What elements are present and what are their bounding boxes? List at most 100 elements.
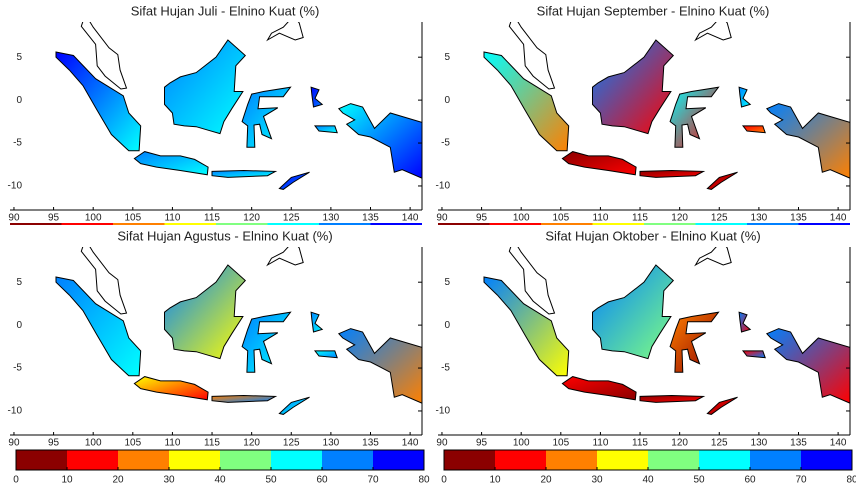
colorbar-label: 0 [13, 475, 19, 486]
map-panel: Sifat Hujan September - Elnino Kuat (%) 5… [436, 3, 851, 225]
y-tick-label: 0 [16, 95, 22, 106]
x-tick-label: 140 [830, 438, 847, 449]
y-tick-label: -10 [436, 406, 451, 417]
x-tick-label: 90 [436, 213, 448, 224]
colorbar-strip [489, 223, 541, 225]
colorbar-swatch [16, 450, 67, 470]
colorbar-strip [216, 223, 268, 225]
x-tick-label: 125 [711, 213, 728, 224]
island [765, 328, 850, 404]
y-tick-label: -10 [8, 406, 23, 417]
y-tick-label: -5 [13, 138, 22, 149]
colorbar-strip [438, 223, 490, 225]
y-tick-label: -5 [441, 363, 450, 374]
island [55, 51, 142, 152]
x-tick-label: 105 [124, 438, 141, 449]
map-area [483, 247, 850, 415]
x-tick-label: 140 [402, 213, 419, 224]
map-area [483, 22, 850, 190]
colorbar-label: 50 [265, 475, 277, 486]
island [639, 394, 706, 403]
x-tick-label: 125 [283, 213, 300, 224]
x-tick-label: 110 [164, 438, 180, 449]
island [669, 86, 720, 148]
colorbar-strip [541, 223, 593, 225]
x-tick-label: 110 [164, 213, 180, 224]
colorbar-label: 60 [744, 475, 756, 486]
x-tick-label: 100 [513, 213, 530, 224]
island [741, 125, 766, 134]
x-tick-label: 100 [513, 438, 530, 449]
coastline [508, 22, 556, 90]
colorbar-swatch [546, 450, 597, 470]
x-tick-label: 105 [552, 213, 569, 224]
map-panel: Sifat Hujan Agustus - Elnino Kuat (%) 5 0 -… [8, 228, 423, 449]
colorbar: 0 10 20 30 40 50 60 70 80 [13, 449, 430, 486]
island [561, 151, 637, 176]
colorbar-strip [113, 223, 165, 225]
island [211, 169, 278, 178]
x-tick-label: 130 [751, 438, 768, 449]
y-tick-label: -5 [13, 363, 22, 374]
colorbar: 0 10 20 30 40 50 60 70 80 [441, 449, 856, 486]
colorbar-label: 80 [418, 475, 430, 486]
map-panel: Sifat Hujan Juli - Elnino Kuat (%) 5 0 -5 -1… [8, 3, 423, 225]
island [738, 86, 752, 108]
island [706, 396, 738, 415]
y-tick-label: 5 [16, 277, 22, 288]
island [133, 376, 209, 401]
x-tick-label: 110 [592, 438, 608, 449]
x-tick-label: 95 [48, 438, 60, 449]
x-tick-label: 140 [830, 213, 847, 224]
colorbar-swatch [648, 450, 699, 470]
colorbar-swatch [750, 450, 801, 470]
x-tick-label: 130 [751, 213, 768, 224]
colorbar-strip [695, 223, 747, 225]
colorbar-label: 70 [795, 475, 807, 486]
colorbar-swatch [118, 450, 169, 470]
x-tick-label: 105 [124, 213, 141, 224]
y-tick-label: 0 [444, 95, 450, 106]
island [164, 39, 247, 135]
coastline [266, 247, 304, 267]
colorbar-strip [10, 223, 62, 225]
island [313, 125, 338, 134]
colorbar-strip [592, 223, 644, 225]
island [592, 264, 675, 360]
colorbar-swatch [322, 450, 373, 470]
colorbar-label: 10 [489, 475, 501, 486]
x-tick-label: 100 [85, 213, 102, 224]
colorbar-strip [267, 223, 319, 225]
colorbar-swatch [220, 450, 271, 470]
island [241, 311, 292, 373]
coastline [80, 247, 128, 315]
colorbar-swatch [444, 450, 495, 470]
x-tick-label: 135 [362, 213, 379, 224]
island [561, 376, 637, 401]
panel-title: Sifat Hujan Oktober - Elnino Kuat (%) [545, 228, 760, 243]
island [337, 103, 422, 179]
coastline [80, 22, 128, 90]
x-tick-label: 95 [476, 438, 488, 449]
colorbar-strip [644, 223, 696, 225]
island [278, 171, 310, 190]
x-tick-label: 135 [362, 438, 379, 449]
x-tick-label: 120 [671, 438, 688, 449]
colorbar-label: 10 [61, 475, 73, 486]
x-tick-label: 120 [243, 438, 260, 449]
colorbar-label: 70 [367, 475, 379, 486]
island [133, 151, 209, 176]
colorbar-label: 40 [214, 475, 226, 486]
island [241, 86, 292, 148]
y-tick-label: -10 [436, 181, 451, 192]
x-tick-label: 125 [283, 438, 300, 449]
island [483, 51, 570, 152]
x-tick-label: 135 [790, 438, 807, 449]
colorbar-label: 80 [846, 475, 856, 486]
island [337, 328, 422, 404]
x-tick-label: 90 [8, 438, 20, 449]
x-tick-label: 115 [204, 213, 220, 224]
y-tick-label: -5 [441, 138, 450, 149]
